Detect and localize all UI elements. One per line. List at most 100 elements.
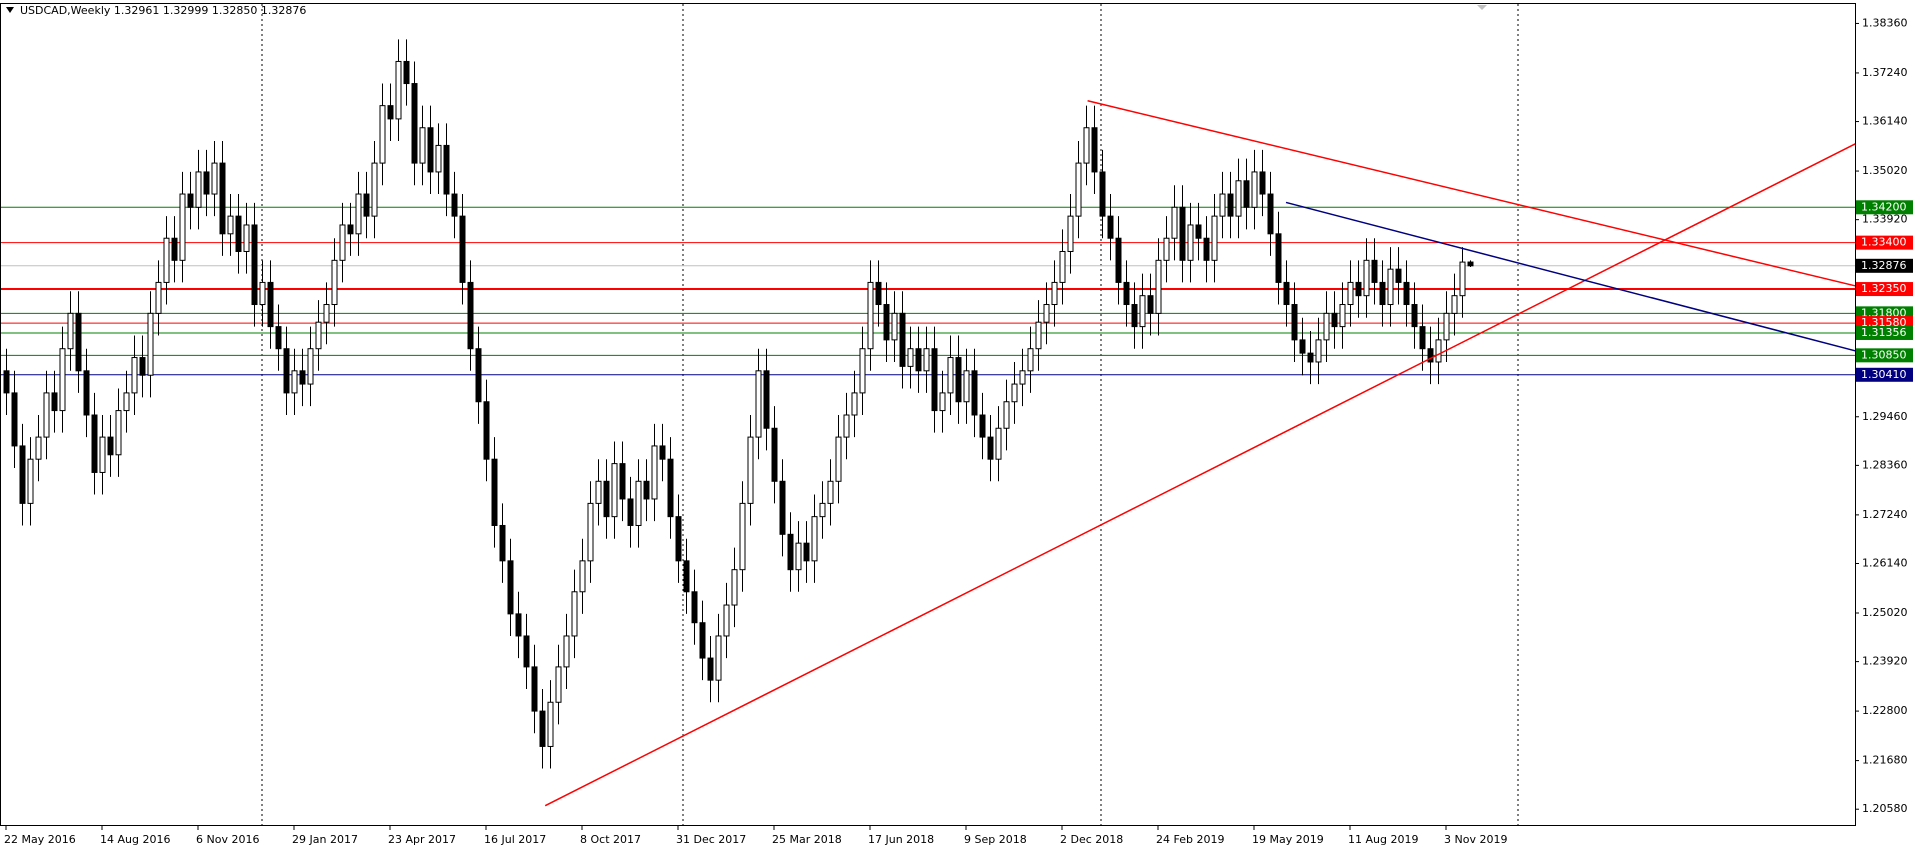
candle-body xyxy=(939,392,946,412)
candle-body xyxy=(619,463,626,500)
x-tick-label: 16 Jul 2017 xyxy=(484,833,546,846)
candle-body xyxy=(739,502,746,571)
candle-body xyxy=(483,401,490,460)
candle-body xyxy=(771,427,778,482)
candle-body xyxy=(379,105,386,164)
candle-body xyxy=(1403,281,1410,306)
x-tick-label: 2 Dec 2018 xyxy=(1060,833,1123,846)
candle-body xyxy=(779,480,786,535)
level-label: 1.31580 xyxy=(1861,316,1907,329)
candle-body xyxy=(1179,206,1186,261)
candle-body xyxy=(891,312,898,341)
candle-body xyxy=(179,193,186,261)
candle-body xyxy=(1083,127,1090,164)
candle-body xyxy=(315,321,322,350)
candle-body xyxy=(923,348,930,372)
candle-body xyxy=(1395,268,1402,283)
candle-body xyxy=(1099,171,1106,217)
candle-body xyxy=(955,357,962,403)
candle-body xyxy=(571,591,578,637)
candle-body xyxy=(395,60,402,120)
candle-body xyxy=(675,516,682,562)
candle-body xyxy=(907,348,914,367)
candle-body xyxy=(731,569,738,606)
level-label-box xyxy=(1856,200,1913,215)
candle-body xyxy=(1243,180,1250,208)
y-tick-label: 1.37240 xyxy=(1862,66,1908,79)
candle-body xyxy=(227,215,234,235)
candle-body xyxy=(643,480,650,500)
candle-body xyxy=(547,701,554,747)
candle-body xyxy=(155,281,162,314)
candle-body xyxy=(1299,339,1306,354)
candle-body xyxy=(211,162,218,195)
level-label-box xyxy=(1856,282,1913,297)
candle-body xyxy=(235,215,242,252)
candle-body xyxy=(987,436,994,460)
y-tick-label: 1.22800 xyxy=(1862,704,1908,717)
candle-body xyxy=(595,480,602,504)
candle-body xyxy=(1411,304,1418,328)
candle-body xyxy=(123,392,130,412)
x-tick-label: 8 Oct 2017 xyxy=(580,833,641,846)
chart-menu-icon xyxy=(6,7,14,13)
candle-body xyxy=(747,436,754,504)
candle-body xyxy=(3,370,10,394)
candle-body xyxy=(611,463,618,518)
level-label: 1.30850 xyxy=(1861,348,1907,361)
candle-body xyxy=(1235,180,1242,217)
candle-body xyxy=(1131,304,1138,328)
candle-body xyxy=(811,516,818,562)
candle-body xyxy=(27,458,34,504)
y-tick-label: 1.29460 xyxy=(1862,410,1908,423)
x-tick-label: 17 Jun 2018 xyxy=(868,833,934,846)
shift-marker xyxy=(1477,5,1487,10)
candle-body xyxy=(1211,215,1218,261)
candle-body xyxy=(475,348,482,403)
candle-body xyxy=(171,237,178,261)
candle-body xyxy=(1267,193,1274,235)
x-tick-label: 23 Apr 2017 xyxy=(388,833,456,846)
candle-body xyxy=(707,657,714,681)
candle-body xyxy=(867,281,874,350)
x-tick-label: 29 Jan 2017 xyxy=(292,833,358,846)
candle-body xyxy=(83,370,90,416)
x-tick-label: 6 Nov 2016 xyxy=(196,833,259,846)
candle-body xyxy=(1075,162,1082,217)
candle-body xyxy=(1035,321,1042,350)
candle-body xyxy=(875,281,882,306)
candle-body xyxy=(147,312,154,376)
candle-body xyxy=(651,445,658,500)
candle-body xyxy=(347,224,354,235)
candle-body xyxy=(59,348,66,412)
candle-body xyxy=(715,635,722,681)
candle-body xyxy=(659,445,666,460)
candle-body xyxy=(1355,281,1362,297)
candle-body xyxy=(323,304,330,323)
candle-body xyxy=(851,392,858,416)
period-separators xyxy=(261,4,1519,826)
level-label-box xyxy=(1856,325,1913,340)
y-tick-label: 1.26140 xyxy=(1862,556,1908,569)
candle-body xyxy=(275,326,282,350)
candle-body xyxy=(1283,281,1290,306)
candle-body xyxy=(427,127,434,173)
candle-body xyxy=(67,312,74,350)
candle-body xyxy=(1259,171,1266,195)
candle-body xyxy=(1027,348,1034,372)
candle-body xyxy=(635,480,642,526)
candle-body xyxy=(163,237,170,283)
level-label-box xyxy=(1856,258,1913,273)
candle-body xyxy=(1155,259,1162,314)
candle-body xyxy=(539,710,546,747)
candle-body xyxy=(1219,193,1226,217)
trend-line xyxy=(1087,100,1856,287)
candle-body xyxy=(1043,304,1050,323)
candle-body xyxy=(355,193,362,235)
candle-body xyxy=(563,635,570,668)
candle-body xyxy=(627,498,634,526)
candle-body xyxy=(1339,304,1346,328)
candle-body xyxy=(251,224,258,306)
plot-frame xyxy=(0,3,1856,826)
y-tick-label: 1.27240 xyxy=(1862,508,1908,521)
